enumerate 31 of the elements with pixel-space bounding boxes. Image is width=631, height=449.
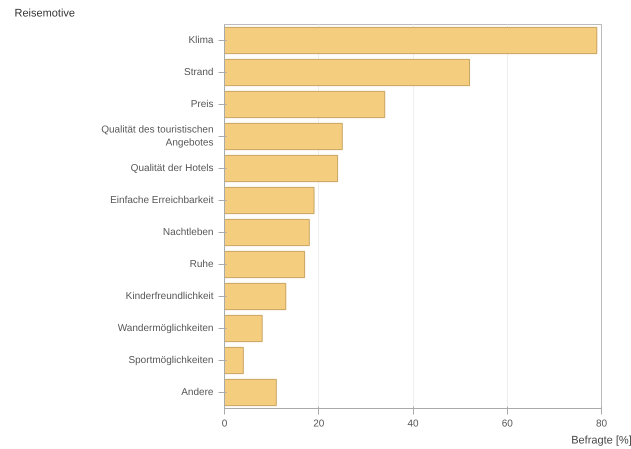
x-tick-label: 80 [596,418,608,430]
x-tick-label: 60 [502,418,514,430]
bar [224,58,470,86]
y-tick-label: Klima [188,35,214,46]
y-tick-label: Kinderfreundlichkeit [126,291,214,302]
bar [224,378,277,406]
bar [224,314,263,342]
bar [224,90,386,118]
x-tick-label: 0 [222,418,228,430]
bar [224,250,306,278]
y-tick-label: Nachtleben [162,227,214,238]
y-tick-label: Qualität der Hotels [130,163,214,174]
x-tick-label: 40 [407,418,419,430]
y-tick-label: Andere [181,387,214,398]
bar [224,26,598,54]
y-tick-label: Strand [184,67,214,78]
bar [224,218,310,246]
x-axis-title: Befragte [%] [571,434,631,446]
bar [224,346,244,374]
bar [224,282,286,310]
bar [224,154,338,182]
bar [224,122,343,150]
y-tick-label: Ruhe [190,259,214,270]
y-tick-label: Sportmöglichkeiten [128,355,214,366]
bar [224,186,315,214]
y-tick-label: Einfache Erreichbarkeit [110,195,214,206]
x-tick-label: 20 [313,418,325,430]
text: Reisemotive [14,8,76,20]
y-tick-label: Preis [190,99,214,110]
y-tick-label: Wandermöglichkeiten [118,323,214,334]
y-tick-label: Qualität des touristischen Angebotes [101,124,214,149]
